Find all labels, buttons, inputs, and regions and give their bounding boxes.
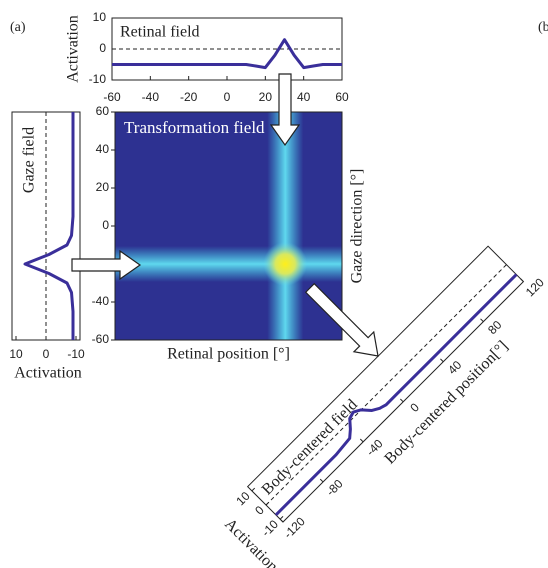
y-tick-label: 20 xyxy=(96,180,110,194)
y-tick-label: -10 xyxy=(259,517,281,539)
x-tick-label: 0 xyxy=(224,90,231,104)
heat-ridge-horizontal xyxy=(115,246,342,282)
panel-label: (a) xyxy=(10,20,26,35)
y-tick xyxy=(251,487,256,492)
x-tick-label: 40 xyxy=(297,90,311,104)
y-tick-label: 60 xyxy=(96,104,110,118)
y-tick-label: -10 xyxy=(89,72,107,86)
x-axis-label: Retinal position [°] xyxy=(167,346,290,363)
x-tick-label: 10 xyxy=(9,347,23,361)
y-tick-label: 10 xyxy=(93,10,107,24)
data-line xyxy=(112,38,342,70)
x-tick xyxy=(400,398,404,403)
y-tick-label: 0 xyxy=(99,41,106,55)
heatmap-background xyxy=(115,112,342,340)
y-tick-label: 40 xyxy=(96,142,110,156)
heat-ridge-vertical xyxy=(267,112,304,340)
heatmap-title: Transformation field xyxy=(124,118,265,137)
x-tick-label: -40 xyxy=(142,90,160,104)
x-tick-label: 0 xyxy=(43,347,50,361)
data-line xyxy=(274,273,518,516)
panel-label: (b xyxy=(538,20,548,35)
data-line xyxy=(23,112,75,340)
x-tick-label: 0 xyxy=(407,400,422,415)
y-tick-label: 0 xyxy=(102,218,109,232)
y-tick-label: -60 xyxy=(92,332,110,346)
x-tick xyxy=(319,478,324,483)
arrow xyxy=(269,73,301,147)
y-axis-label: Activation xyxy=(65,15,82,83)
plot-title: Retinal field xyxy=(120,24,200,41)
x-tick-label: 20 xyxy=(259,90,273,104)
x-tick-label: -60 xyxy=(103,90,121,104)
x-axis-label: Activation xyxy=(14,365,82,382)
y-tick-label: 0 xyxy=(252,503,267,518)
zero-line xyxy=(265,264,507,506)
x-tick xyxy=(480,318,484,323)
x-tick-label: -20 xyxy=(180,90,198,104)
x-tick xyxy=(520,278,524,282)
plot-title: Gaze field xyxy=(21,127,38,193)
arrow xyxy=(304,282,379,357)
x-tick xyxy=(359,438,364,443)
y-axis-label: Gaze direction [°] xyxy=(349,169,366,284)
x-tick-label: 60 xyxy=(335,90,349,104)
x-tick-label: -80 xyxy=(323,476,345,498)
y-tick-label: -40 xyxy=(92,294,110,308)
heat-peak xyxy=(263,242,308,286)
y-tick xyxy=(279,515,284,520)
arrow xyxy=(71,249,142,281)
x-tick-label: 80 xyxy=(485,318,505,338)
y-tick-label: 10 xyxy=(233,489,253,509)
x-tick-label: -10 xyxy=(67,347,85,361)
x-tick-label: 120 xyxy=(523,275,547,299)
x-tick xyxy=(279,518,284,523)
x-tick xyxy=(440,358,444,363)
